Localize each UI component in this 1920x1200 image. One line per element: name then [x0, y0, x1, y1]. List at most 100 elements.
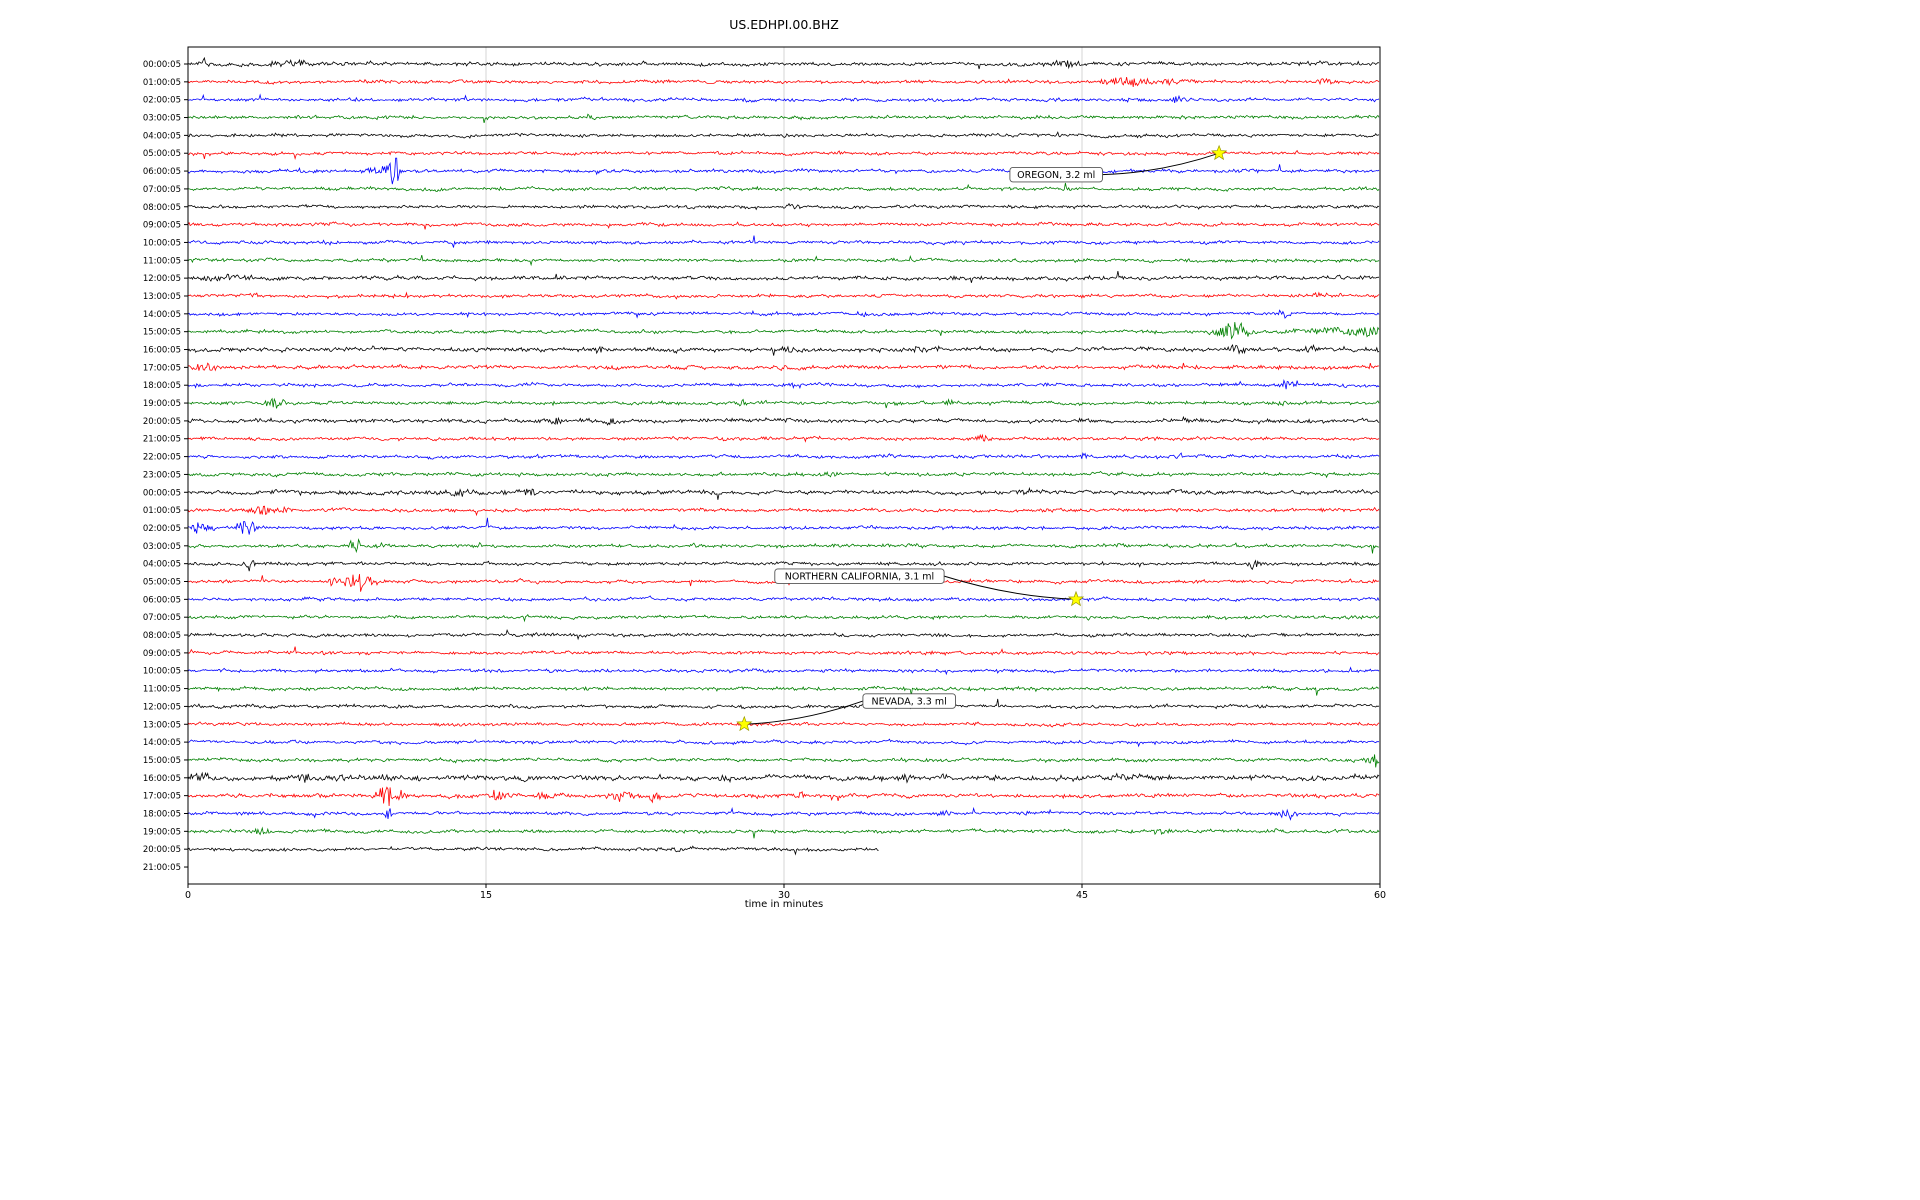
- trace: [187, 806, 1380, 821]
- trace: [187, 595, 1380, 603]
- plot-title: US.EDHPI.00.BHZ: [729, 17, 839, 32]
- x-tick-label: 30: [778, 890, 790, 901]
- x-tick-label: 0: [185, 890, 191, 901]
- y-axis-label: 20:00:05: [143, 417, 181, 427]
- trace: [187, 505, 1380, 517]
- y-axis-label: 11:00:05: [143, 685, 181, 695]
- y-axis-label: 02:00:05: [143, 96, 181, 106]
- y-axis-label: 20:00:05: [143, 845, 181, 855]
- trace: [187, 559, 1380, 572]
- y-axis-label: 12:00:05: [143, 274, 181, 284]
- trace: [187, 486, 1380, 500]
- annotation-box: [1009, 166, 1103, 183]
- y-axis-label: 03:00:05: [143, 114, 181, 124]
- trace: [188, 538, 1379, 554]
- trace: [187, 131, 1380, 139]
- trace: [187, 344, 1380, 356]
- y-axis-label: 05:00:05: [143, 578, 181, 588]
- y-axis-label: 14:00:05: [143, 738, 181, 748]
- event-star-icon: [1067, 590, 1085, 607]
- y-axis-label: 23:00:05: [143, 470, 181, 480]
- y-axis-label: 15:00:05: [143, 756, 181, 766]
- annotation-box: [774, 568, 945, 584]
- x-axis-label: time in minutes: [744, 899, 824, 910]
- trace: [187, 113, 1380, 123]
- trace: [187, 379, 1380, 390]
- trace: [187, 77, 1380, 88]
- y-axis-label: 17:00:05: [143, 792, 181, 802]
- x-tick-label: 45: [1076, 890, 1088, 901]
- y-axis-label: 05:00:05: [143, 149, 181, 159]
- trace: [187, 754, 1380, 768]
- annotation-connector: [744, 700, 864, 725]
- y-axis-label: 07:00:05: [143, 185, 181, 195]
- trace: [187, 415, 1380, 426]
- y-axis-label: 18:00:05: [143, 381, 181, 391]
- trace: [187, 271, 1380, 283]
- annotation-label: OREGON, 3.2 ml: [1017, 170, 1095, 181]
- trace: [187, 221, 1380, 230]
- y-axis-label: 00:00:05: [143, 488, 181, 498]
- y-axis-label: 09:00:05: [143, 649, 181, 659]
- trace: [187, 845, 879, 856]
- y-axis-label: 00:00:05: [143, 60, 181, 70]
- y-axis-label: 02:00:05: [143, 524, 181, 534]
- trace: [187, 202, 1380, 211]
- trace: [187, 721, 1380, 728]
- y-axis-label: 17:00:05: [143, 363, 181, 373]
- trace: [187, 517, 1380, 535]
- y-axis-label: 04:00:05: [143, 560, 181, 570]
- event-star-icon: [736, 715, 753, 732]
- trace: [187, 56, 1380, 70]
- y-axis-label: 06:00:05: [143, 167, 181, 177]
- x-tick-label: 15: [480, 890, 492, 901]
- annotation-connector: [1102, 152, 1220, 176]
- trace: [187, 738, 1379, 748]
- trace: [187, 771, 1380, 784]
- y-axis-label: 06:00:05: [143, 595, 181, 605]
- trace: [187, 666, 1380, 676]
- y-axis-label: 01:00:05: [143, 78, 181, 88]
- y-axis-label: 08:00:05: [143, 203, 181, 213]
- trace: [187, 470, 1380, 479]
- y-axis-label: 09:00:05: [143, 221, 181, 231]
- y-axis-label: 21:00:05: [143, 863, 181, 873]
- trace: [187, 397, 1380, 409]
- y-axis-label: 18:00:05: [143, 809, 181, 819]
- trace: [187, 826, 1380, 839]
- trace: [187, 362, 1380, 372]
- y-axis-label: 01:00:05: [143, 506, 181, 516]
- y-axis-label: 10:00:05: [143, 238, 181, 248]
- trace: [187, 698, 1380, 710]
- y-axis-label: 08:00:05: [143, 631, 181, 641]
- annotation-box: [862, 693, 956, 709]
- y-axis-label: 19:00:05: [143, 827, 181, 837]
- trace: [187, 613, 1380, 623]
- trace: [187, 309, 1380, 319]
- y-axis-label: 11:00:05: [143, 256, 181, 266]
- trace: [187, 786, 1380, 807]
- trace: [187, 149, 1380, 160]
- y-axis-label: 03:00:05: [143, 542, 181, 552]
- trace: [187, 322, 1380, 340]
- event-star-icon: [1210, 144, 1228, 161]
- y-axis-label: 21:00:05: [143, 435, 181, 445]
- trace: [187, 452, 1380, 460]
- trace: [187, 93, 1380, 103]
- y-axis-label: 16:00:05: [143, 774, 181, 784]
- trace: [187, 182, 1380, 193]
- trace: [187, 646, 1380, 656]
- y-axis-label: 13:00:05: [143, 720, 181, 730]
- trace: [187, 291, 1380, 300]
- trace: [187, 255, 1380, 267]
- y-axis-label: 19:00:05: [143, 399, 181, 409]
- y-axis-label: 10:00:05: [143, 667, 181, 677]
- y-axis-label: 15:00:05: [143, 328, 181, 338]
- annotation-label: NEVADA, 3.3 ml: [872, 696, 947, 707]
- y-axis-label: 13:00:05: [143, 292, 181, 302]
- y-axis-label: 12:00:05: [143, 702, 181, 712]
- y-axis-label: 04:00:05: [143, 131, 181, 141]
- trace: [187, 685, 1380, 696]
- trace: [187, 628, 1380, 641]
